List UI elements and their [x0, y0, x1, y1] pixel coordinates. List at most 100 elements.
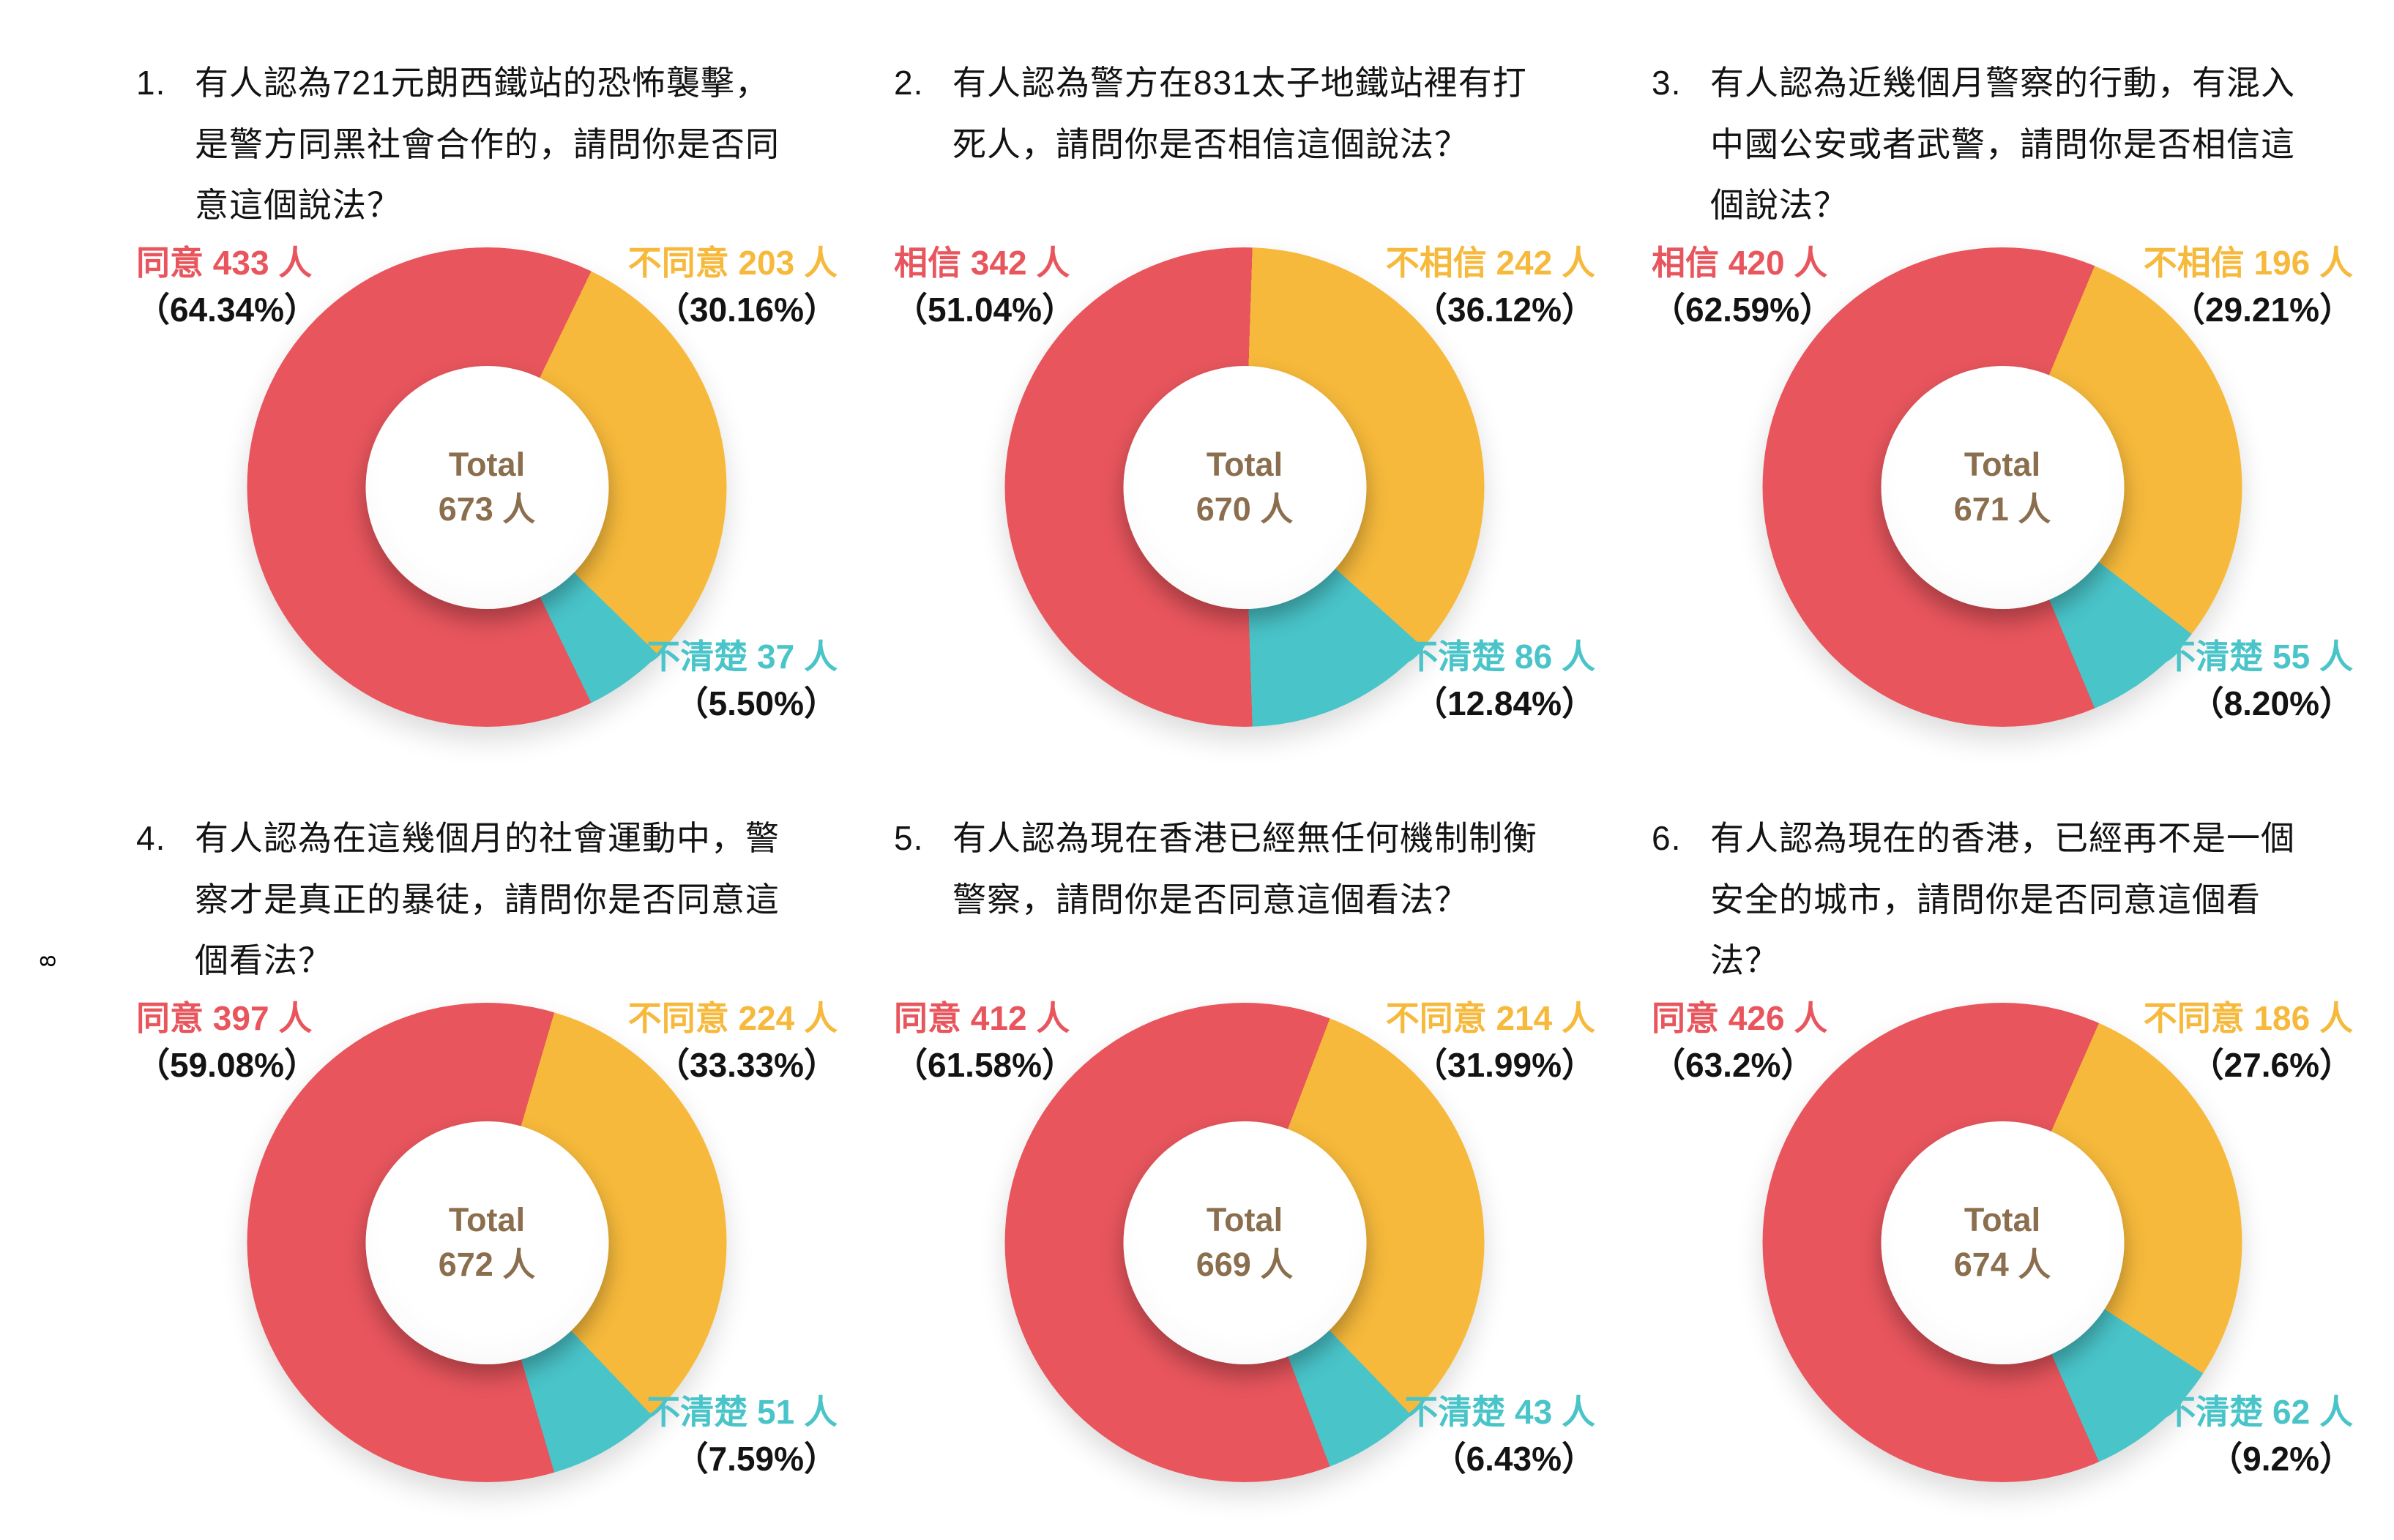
disagree-count-text: 不同意 214 人 — [1385, 999, 1595, 1037]
agree-label: 相信 342 人 （51.04%） — [894, 242, 1075, 332]
question-number: 4. — [136, 819, 166, 857]
question: 6. 有人認為現在的香港，已經再不是一個安全的城市，請問你是否同意這個看法？ — [1652, 808, 2382, 997]
agree-label: 同意 412 人 （61.58%） — [894, 997, 1075, 1088]
unclear-count-text: 不清楚 43 人 — [1404, 1393, 1595, 1432]
question-number: 2. — [894, 64, 924, 102]
agree-percent-text: （63.2%） — [1652, 1045, 1815, 1084]
agree-percent-text: （51.04%） — [894, 290, 1076, 329]
donut-chart: Total 673 人 同意 433 人 （64.34%） 不同意 203 人 … — [136, 242, 838, 747]
agree-count-text: 相信 420 人 — [1652, 244, 1828, 282]
page-number: 8 — [36, 954, 61, 968]
question-text: 有人認為警方在831太子地鐵站裡有打死人，請問你是否相信這個說法？ — [952, 64, 1527, 163]
agree-count-text: 同意 433 人 — [136, 244, 313, 282]
unclear-label: 不清楚 37 人 （5.50%） — [646, 635, 838, 726]
question-number: 3. — [1652, 64, 1682, 102]
total-label: Total — [1206, 445, 1283, 483]
agree-percent-text: （64.34%） — [136, 290, 318, 329]
question-number: 6. — [1652, 819, 1682, 857]
question: 5. 有人認為現在香港已經無任何機制制衡警察，請問你是否同意這個看法？ — [894, 808, 1624, 997]
agree-count-text: 同意 412 人 — [894, 999, 1070, 1037]
survey-chart-5: 5. 有人認為現在香港已經無任何機制制衡警察，請問你是否同意這個看法？ Tota… — [866, 808, 1624, 1502]
unclear-percent-text: （6.43%） — [1432, 1440, 1595, 1479]
unclear-label: 不清楚 55 人 （8.20%） — [2162, 635, 2353, 726]
donut-ring: Total 673 人 — [247, 247, 727, 727]
disagree-percent-text: （33.33%） — [655, 1045, 838, 1084]
question: 2. 有人認為警方在831太子地鐵站裡有打死人，請問你是否相信這個說法？ — [894, 53, 1624, 242]
agree-label: 相信 420 人 （62.59%） — [1652, 242, 1833, 332]
donut-chart: Total 669 人 同意 412 人 （61.58%） 不同意 214 人 … — [894, 997, 1595, 1502]
question-text: 有人認為近幾個月警察的行動，有混入中國公安或者武警，請問你是否相信這個說法？ — [1710, 64, 2295, 225]
agree-label: 同意 397 人 （59.08%） — [136, 997, 318, 1088]
question-text: 有人認為現在的香港，已經再不是一個安全的城市，請問你是否同意這個看法？ — [1710, 819, 2295, 980]
unclear-label: 不清楚 86 人 （12.84%） — [1404, 635, 1595, 726]
unclear-count-text: 不清楚 51 人 — [646, 1393, 838, 1432]
unclear-label: 不清楚 43 人 （6.43%） — [1404, 1391, 1595, 1481]
survey-chart-3: 3. 有人認為近幾個月警察的行動，有混入中國公安或者武警，請問你是否相信這個說法… — [1624, 53, 2382, 747]
donut-ring: Total 669 人 — [1004, 1003, 1485, 1482]
unclear-count-text: 不清楚 55 人 — [2162, 638, 2353, 676]
question-text: 有人認為721元朗西鐵站的恐怖襲擊，是警方同黑社會合作的，請問你是否同意這個說法… — [195, 64, 780, 225]
survey-chart-4: 4. 有人認為在這幾個月的社會運動中，警察才是真正的暴徒，請問你是否同意這個看法… — [108, 808, 866, 1502]
donut-center: Total 669 人 — [1123, 1121, 1366, 1364]
total-label: Total — [1206, 1200, 1283, 1238]
question-text: 有人認為在這幾個月的社會運動中，警察才是真正的暴徒，請問你是否同意這個看法？ — [195, 819, 780, 980]
agree-percent-text: （59.08%） — [136, 1045, 318, 1084]
unclear-percent-text: （7.59%） — [674, 1440, 838, 1479]
disagree-count-text: 不同意 186 人 — [2143, 999, 2353, 1037]
question-text: 有人認為現在香港已經無任何機制制衡警察，請問你是否同意這個看法？ — [952, 819, 1537, 919]
donut-chart: Total 670 人 相信 342 人 （51.04%） 不相信 242 人 … — [894, 242, 1595, 747]
disagree-percent-text: （36.12%） — [1413, 290, 1595, 329]
disagree-label: 不相信 196 人 （29.21%） — [2144, 242, 2353, 332]
charts-grid: 1. 有人認為721元朗西鐵站的恐怖襲擊，是警方同黑社會合作的，請問你是否同意這… — [108, 53, 2382, 1502]
agree-count-text: 同意 426 人 — [1652, 999, 1828, 1037]
disagree-label: 不同意 186 人 （27.6%） — [2144, 997, 2353, 1088]
donut-ring: Total 670 人 — [1004, 247, 1485, 727]
question: 3. 有人認為近幾個月警察的行動，有混入中國公安或者武警，請問你是否相信這個說法… — [1652, 53, 2382, 242]
disagree-count-text: 不同意 203 人 — [627, 244, 838, 282]
survey-chart-6: 6. 有人認為現在的香港，已經再不是一個安全的城市，請問你是否同意這個看法？ T… — [1624, 808, 2382, 1502]
disagree-label: 不相信 242 人 （36.12%） — [1386, 242, 1595, 332]
agree-label: 同意 433 人 （64.34%） — [136, 242, 318, 332]
survey-chart-2: 2. 有人認為警方在831太子地鐵站裡有打死人，請問你是否相信這個說法？ Tot… — [866, 53, 1624, 747]
total-label: Total — [448, 445, 526, 483]
total-value: 673 人 — [438, 490, 536, 528]
total-label: Total — [448, 1200, 526, 1238]
total-value: 672 人 — [438, 1245, 536, 1283]
unclear-percent-text: （9.2%） — [2209, 1440, 2353, 1479]
donut-ring: Total 671 人 — [1762, 247, 2242, 727]
question: 4. 有人認為在這幾個月的社會運動中，警察才是真正的暴徒，請問你是否同意這個看法… — [136, 808, 866, 997]
disagree-percent-text: （30.16%） — [655, 290, 838, 329]
donut-ring: Total 672 人 — [247, 1003, 727, 1482]
agree-count-text: 同意 397 人 — [136, 999, 313, 1037]
agree-label: 同意 426 人 （63.2%） — [1652, 997, 1827, 1088]
total-value: 674 人 — [1953, 1245, 2051, 1283]
donut-center: Total 670 人 — [1123, 365, 1366, 609]
unclear-percent-text: （5.50%） — [674, 684, 838, 723]
question-number: 5. — [894, 819, 924, 857]
disagree-percent-text: （29.21%） — [2171, 290, 2353, 329]
disagree-percent-text: （31.99%） — [1413, 1045, 1595, 1084]
disagree-label: 不同意 224 人 （33.33%） — [628, 997, 838, 1088]
disagree-count-text: 不同意 224 人 — [627, 999, 838, 1037]
disagree-label: 不同意 203 人 （30.16%） — [628, 242, 838, 332]
agree-percent-text: （62.59%） — [1652, 290, 1834, 329]
unclear-percent-text: （12.84%） — [1413, 684, 1595, 723]
donut-chart: Total 672 人 同意 397 人 （59.08%） 不同意 224 人 … — [136, 997, 838, 1502]
disagree-label: 不同意 214 人 （31.99%） — [1386, 997, 1595, 1088]
agree-count-text: 相信 342 人 — [894, 244, 1070, 282]
agree-percent-text: （61.58%） — [894, 1045, 1076, 1084]
donut-center: Total 672 人 — [365, 1121, 608, 1364]
disagree-percent-text: （27.6%） — [2190, 1045, 2353, 1084]
total-label: Total — [1964, 445, 2041, 483]
donut-center: Total 671 人 — [1881, 365, 2124, 609]
survey-chart-1: 1. 有人認為721元朗西鐵站的恐怖襲擊，是警方同黑社會合作的，請問你是否同意這… — [108, 53, 866, 747]
question: 1. 有人認為721元朗西鐵站的恐怖襲擊，是警方同黑社會合作的，請問你是否同意這… — [136, 53, 866, 242]
unclear-label: 不清楚 51 人 （7.59%） — [646, 1391, 838, 1481]
total-value: 671 人 — [1953, 490, 2051, 528]
question-number: 1. — [136, 64, 166, 102]
total-label: Total — [1964, 1200, 2041, 1238]
unclear-count-text: 不清楚 37 人 — [646, 638, 838, 676]
unclear-count-text: 不清楚 62 人 — [2162, 1393, 2353, 1432]
unclear-percent-text: （8.20%） — [2190, 684, 2353, 723]
